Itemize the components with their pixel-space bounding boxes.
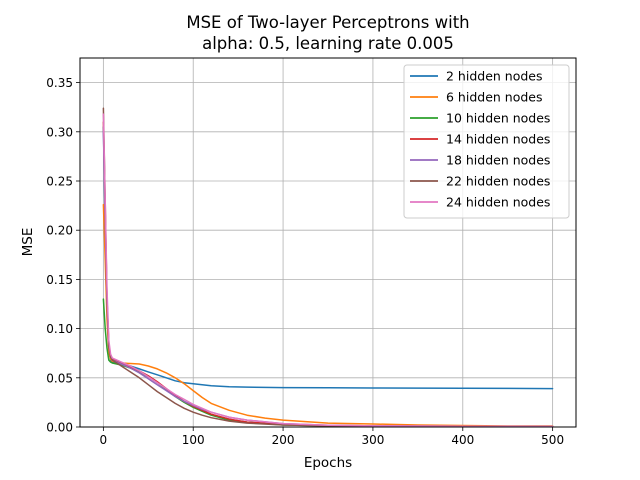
axis-ticks: 0 100 200 300 400 500 0.00 0.05 0.10 0.15 0.20 0.25…	[46, 76, 564, 447]
y-tick-label: 0.20	[46, 224, 73, 238]
legend-label-2-hidden-nodes: 2 hidden nodes	[446, 69, 542, 84]
legend-label-6-hidden-nodes: 6 hidden nodes	[446, 90, 542, 105]
y-tick-label: 0.35	[46, 76, 73, 90]
chart-subtitle: alpha: 0.5, learning rate 0.005	[202, 34, 454, 53]
x-tick-label: 400	[451, 433, 474, 447]
x-tick-label: 500	[541, 433, 564, 447]
y-axis-label: MSE	[20, 228, 36, 257]
y-tick-label: 0.10	[46, 322, 73, 336]
x-axis-label: Epochs	[304, 455, 352, 471]
legend-label-10-hidden-nodes: 10 hidden nodes	[446, 111, 550, 126]
legend: 2 hidden nodes 6 hidden nodes 10 hidden no…	[403, 64, 570, 219]
series-line-22-hidden-nodes	[102, 107, 554, 428]
legend-label-14-hidden-nodes: 14 hidden nodes	[446, 132, 550, 147]
chart-title: MSE of Two-layer Perceptrons with	[186, 13, 469, 32]
series-lines	[102, 107, 554, 428]
series-line-24-hidden-nodes	[102, 113, 554, 428]
x-tick-label: 0	[100, 433, 108, 447]
grid	[80, 58, 576, 428]
y-tick-label: 0.25	[46, 175, 73, 189]
y-tick-label: 0.00	[46, 421, 73, 435]
legend-label-18-hidden-nodes: 18 hidden nodes	[446, 153, 550, 168]
y-tick-label: 0.05	[46, 371, 73, 385]
legend-label-24-hidden-nodes: 24 hidden nodes	[446, 195, 550, 210]
y-tick-label: 0.15	[46, 273, 73, 287]
x-tick-label: 300	[361, 433, 384, 447]
plot-frame	[79, 57, 577, 428]
legend-box	[403, 64, 570, 219]
legend-label-22-hidden-nodes: 22 hidden nodes	[446, 174, 550, 189]
y-tick-label: 0.30	[46, 125, 73, 139]
x-tick-label: 100	[182, 433, 205, 447]
x-tick-label: 200	[272, 433, 295, 447]
